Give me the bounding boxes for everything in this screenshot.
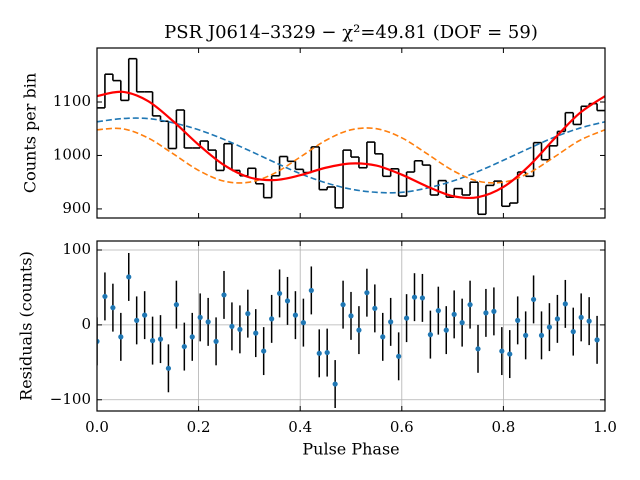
- data-point: [546, 324, 553, 330]
- y-tick-label: 1000: [53, 145, 91, 163]
- data-point: [467, 302, 473, 308]
- x-tick-label: 0.2: [187, 418, 211, 436]
- y-tick-label: 900: [62, 199, 91, 217]
- axes-frame: [96, 47, 606, 219]
- data-point: [594, 337, 600, 343]
- data-point: [221, 292, 227, 298]
- data-point: [213, 338, 219, 344]
- data-point: [253, 330, 259, 336]
- x-tick-label: 0.6: [390, 418, 414, 436]
- y-tick-label: 100: [62, 240, 91, 258]
- data-point: [499, 348, 505, 354]
- data-point: [411, 294, 418, 300]
- data-point: [538, 332, 545, 338]
- data-point: [451, 311, 457, 317]
- data-point: [483, 310, 489, 316]
- data-point: [356, 327, 362, 333]
- data-point: [491, 308, 497, 314]
- data-point: [110, 305, 116, 311]
- data-point: [530, 296, 537, 303]
- data-point: [324, 349, 330, 356]
- y-tick-label: −100: [50, 390, 91, 408]
- data-point: [364, 290, 370, 296]
- axes-frame: [96, 240, 606, 412]
- data-point: [348, 313, 354, 319]
- data-point: [205, 319, 211, 325]
- data-point: [332, 381, 338, 387]
- data-point: [459, 320, 465, 326]
- data-point: [181, 343, 187, 350]
- data-point: [419, 295, 426, 301]
- data-point: [261, 348, 267, 354]
- data-point: [197, 314, 203, 320]
- x-tick-label: 0.0: [85, 418, 109, 436]
- y-tick-label: 0: [81, 315, 91, 333]
- data-point: [586, 318, 592, 324]
- data-point: [475, 346, 481, 352]
- data-point: [380, 334, 386, 340]
- data-point: [126, 274, 132, 280]
- chart-title: PSR J0614–3329 − χ²=49.81 (DOF = 59): [164, 22, 538, 43]
- y-axis-label: Counts per bin: [21, 73, 40, 193]
- data-point: [97, 338, 100, 344]
- data-point: [269, 316, 275, 322]
- x-tick-label: 0.8: [491, 418, 515, 436]
- model-curve: [97, 90, 605, 200]
- data-point: [427, 332, 434, 338]
- x-tick-label: 1.0: [593, 418, 617, 436]
- data-point: [515, 317, 521, 323]
- data-point: [578, 314, 584, 320]
- data-point: [562, 301, 568, 307]
- data-point: [245, 311, 251, 317]
- data-point: [118, 334, 124, 340]
- data-point: [276, 290, 283, 297]
- data-point: [403, 315, 410, 321]
- data-point: [300, 320, 307, 326]
- plot-area: [97, 252, 600, 409]
- data-point: [316, 350, 322, 356]
- data-point: [435, 308, 441, 314]
- model-curve: [97, 117, 605, 194]
- data-point: [284, 298, 291, 304]
- data-point: [142, 312, 148, 318]
- x-axis-label: Pulse Phase: [302, 440, 399, 459]
- y-tick-label: 1100: [53, 92, 91, 110]
- data-point: [189, 334, 195, 340]
- model-curve: [97, 127, 605, 184]
- data-point: [507, 351, 513, 357]
- plot-area: [97, 57, 605, 216]
- data-point: [134, 317, 140, 323]
- data-point: [229, 323, 235, 329]
- data-point: [102, 293, 108, 300]
- data-point: [157, 336, 164, 342]
- data-point: [372, 305, 378, 312]
- data-point: [396, 353, 402, 359]
- x-tick-label: 0.4: [288, 418, 312, 436]
- data-point: [149, 338, 156, 344]
- data-point: [388, 319, 394, 325]
- data-point: [554, 316, 561, 322]
- data-point: [570, 329, 576, 335]
- data-point: [443, 327, 449, 333]
- y-axis-label: Residuals (counts): [17, 251, 36, 401]
- data-point: [165, 365, 172, 371]
- data-point: [237, 326, 243, 332]
- data-point: [292, 312, 299, 318]
- data-point: [523, 332, 529, 338]
- data-point: [308, 287, 314, 294]
- data-point: [340, 302, 346, 308]
- data-point: [173, 302, 180, 308]
